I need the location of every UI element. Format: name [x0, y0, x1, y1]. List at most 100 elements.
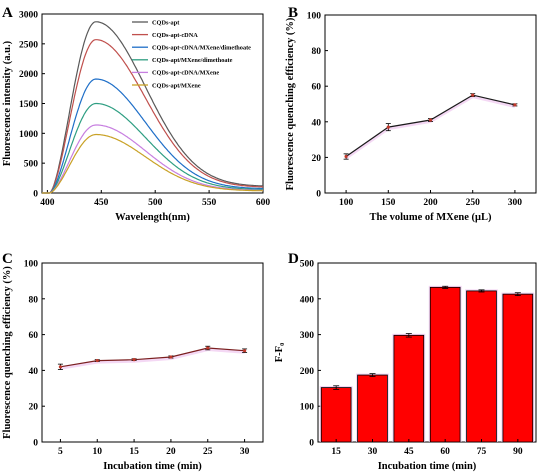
panel-B: B The volume of MXene (μL) Fluorescence qu…: [285, 5, 537, 223]
y-tick-label: 60: [29, 331, 39, 341]
spectrum-line-4: [42, 102, 263, 194]
plot-frame: [41, 13, 264, 194]
y-tick-label: 2500: [19, 40, 38, 50]
bar: [393, 334, 425, 443]
y-tick-label: 500: [24, 160, 39, 170]
x-tick-label: 600: [256, 198, 271, 208]
spectrum-line-2: [42, 39, 263, 194]
bar: [429, 286, 461, 443]
x-tick-label: 550: [202, 198, 217, 208]
y-tick-label: 100: [300, 403, 315, 413]
data-point: [471, 93, 475, 97]
y-tick-label: 40: [29, 367, 39, 377]
x-tick-label: 5: [58, 447, 63, 457]
spectrum-line-5: [42, 124, 263, 194]
data-point: [386, 125, 390, 129]
y-tick-label: 80: [312, 47, 322, 57]
spectrum-line-3: [42, 78, 263, 194]
spectrum-line-6: [42, 133, 264, 194]
bar: [320, 387, 352, 443]
data-point: [95, 358, 99, 363]
legend-entry: CQDs-apt/MXene: [152, 82, 201, 89]
legend-entry: CQDs-apt/MXene/dimethoate: [152, 57, 233, 64]
panel-label-D: D: [288, 251, 299, 267]
data-point: [132, 358, 136, 362]
bar: [357, 374, 388, 443]
y-axis-title: Fluorescence intensity (a.u.): [2, 40, 13, 166]
y-tick-label: 100: [307, 12, 322, 22]
series-shadow: [345, 95, 516, 160]
y-tick-label: 1500: [19, 100, 38, 110]
x-tick-label: 250: [466, 198, 481, 208]
x-tick-label: 15: [331, 447, 341, 457]
y-tick-label: 3000: [19, 11, 38, 21]
x-tick-label: 100: [339, 198, 354, 208]
x-tick-label: 20: [166, 447, 176, 457]
plot-frame: [317, 262, 537, 443]
y-tick-label: 500: [300, 260, 315, 270]
panel-label-B: B: [288, 5, 298, 21]
x-axis-title: Incubation time (min): [103, 461, 202, 472]
y-tick-label: 300: [300, 331, 315, 341]
x-tick-label: 90: [513, 447, 523, 457]
x-tick-label: 45: [404, 447, 414, 457]
x-tick-label: 400: [40, 198, 55, 208]
y-tick-label: 20: [312, 154, 322, 164]
y-tick-label: 20: [29, 403, 39, 413]
data-point: [513, 103, 517, 107]
legend-entry: CQDs-apt-cDNA/MXene: [152, 70, 219, 77]
y-axis-title: F-F₀: [274, 343, 285, 362]
data-point: [206, 346, 210, 350]
panel-label-A: A: [2, 5, 13, 21]
x-tick-label: 30: [240, 447, 250, 457]
y-tick-label: 400: [300, 295, 315, 305]
data-point: [58, 365, 63, 369]
series-line: [345, 94, 516, 157]
legend-entry: CQDs-apt-cDNA/MXene/dimethoate: [152, 45, 251, 52]
x-tick-label: 450: [94, 198, 109, 208]
x-tick-label: 200: [423, 198, 438, 208]
x-tick-label: 300: [508, 198, 523, 208]
panel-D: D Incubation time (min) F-F₀ 0 100 200 300 400 5…: [274, 251, 537, 472]
y-axis-title: Fluorescence quenching efficiency (%): [2, 266, 13, 439]
y-tick-label: 2000: [19, 70, 38, 80]
x-tick-label: 25: [203, 447, 213, 457]
x-tick-label: 500: [148, 198, 163, 208]
y-tick-label: 0: [316, 190, 321, 200]
bar: [466, 290, 497, 443]
y-tick-label: 1000: [19, 130, 38, 140]
x-tick-label: 30: [368, 447, 378, 457]
y-tick-label: 80: [29, 295, 39, 305]
legend-entry: CQDs-apt-cDNA: [152, 32, 198, 39]
y-tick-label: 60: [312, 83, 322, 93]
bar: [502, 293, 534, 443]
x-axis-title: Incubation time (min): [378, 461, 477, 472]
y-tick-label: 0: [33, 190, 38, 200]
y-tick-label: 40: [312, 118, 322, 128]
series-shadow: [60, 347, 245, 370]
y-axis-title: Fluorescence quenching efficiency (%): [285, 17, 296, 190]
x-axis-title: The volume of MXene (μL): [369, 212, 492, 223]
data-point: [428, 118, 433, 122]
plot-frame: [41, 262, 264, 443]
x-tick-label: 150: [381, 198, 396, 208]
y-tick-label: 100: [24, 260, 39, 270]
x-tick-label: 60: [440, 447, 450, 457]
data-point: [344, 154, 348, 159]
panel-label-C: C: [2, 251, 13, 267]
x-tick-label: 75: [477, 447, 487, 457]
y-tick-label: 0: [33, 439, 38, 449]
series-line: [60, 347, 245, 368]
data-point: [169, 355, 173, 359]
x-tick-label: 10: [93, 447, 103, 457]
x-tick-label: 15: [129, 447, 139, 457]
panel-A: A Wavelength(nm) Fluorescence intensity (a…: [2, 5, 270, 223]
x-axis-title: Wavelength(nm): [115, 212, 190, 223]
y-tick-label: 0: [309, 439, 314, 449]
spectrum-line-1: [42, 21, 264, 194]
data-point: [242, 349, 247, 353]
y-tick-label: 200: [300, 367, 315, 377]
legend-entry: CQDs-apt: [152, 19, 180, 26]
panel-C: C Incubation time (min) Fluorescence quenc…: [2, 251, 264, 472]
